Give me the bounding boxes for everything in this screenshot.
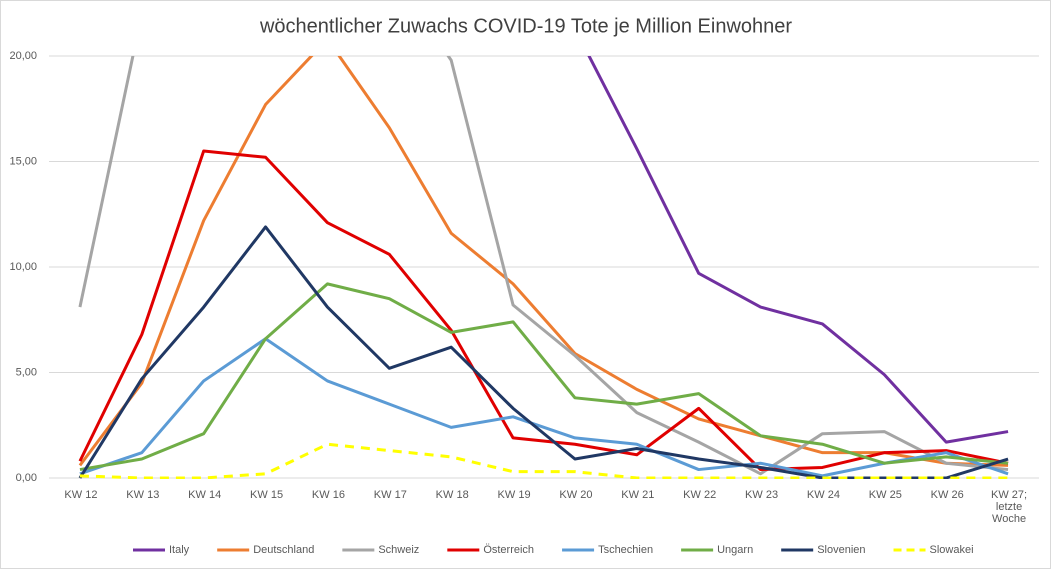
x-tick-label: KW 12: [64, 489, 98, 501]
series-line: [78, 56, 1009, 467]
x-tick-label: KW 21: [621, 489, 655, 501]
legend-label: Tschechien: [598, 544, 653, 556]
chart-title: wöchentlicher Zuwachs COVID-19 Tote je M…: [259, 15, 792, 37]
y-tick-label: 10,00: [9, 261, 37, 273]
legend-label: Schweiz: [378, 544, 419, 556]
legend-label: Slovenien: [817, 544, 865, 556]
legend-label: Österreich: [483, 544, 534, 556]
series-line: [78, 149, 1009, 472]
x-tick-label: KW 13: [126, 489, 160, 501]
y-tick-label: 0,00: [16, 472, 37, 484]
legend-label: Ungarn: [717, 544, 753, 556]
legend-label: Slowakei: [930, 544, 974, 556]
x-tick-label: KW 26: [930, 489, 964, 501]
plot-area: [78, 56, 1009, 479]
x-tick-label: KW 14: [188, 489, 222, 501]
x-tick-label: KW 15: [250, 489, 284, 501]
x-tick-label: KW 27; letzte Woche: [991, 489, 1028, 525]
x-tick-label: KW 25: [868, 489, 902, 501]
x-tick-label: KW 16: [311, 489, 345, 501]
x-tick-label: KW 22: [683, 489, 717, 501]
x-tick-label: KW 24: [806, 489, 840, 501]
series-line: [79, 282, 1009, 472]
legend-label: Italy: [169, 544, 190, 556]
series-line: [587, 56, 1009, 444]
legend-label: Deutschland: [253, 544, 314, 556]
x-tick-label: KW 20: [559, 489, 593, 501]
x-tick-label: KW 18: [435, 489, 469, 501]
x-tick-label: KW 19: [497, 489, 531, 501]
y-tick-label: 5,00: [16, 366, 37, 378]
series-line: [78, 225, 1009, 479]
x-tick-label: KW 23: [745, 489, 779, 501]
series-line: [78, 56, 1009, 476]
series-line: [79, 337, 1009, 478]
series-line: [79, 442, 1009, 479]
y-tick-label: 15,00: [9, 155, 37, 167]
y-tick-label: 20,00: [9, 50, 37, 62]
x-tick-label: KW 17: [373, 489, 407, 501]
